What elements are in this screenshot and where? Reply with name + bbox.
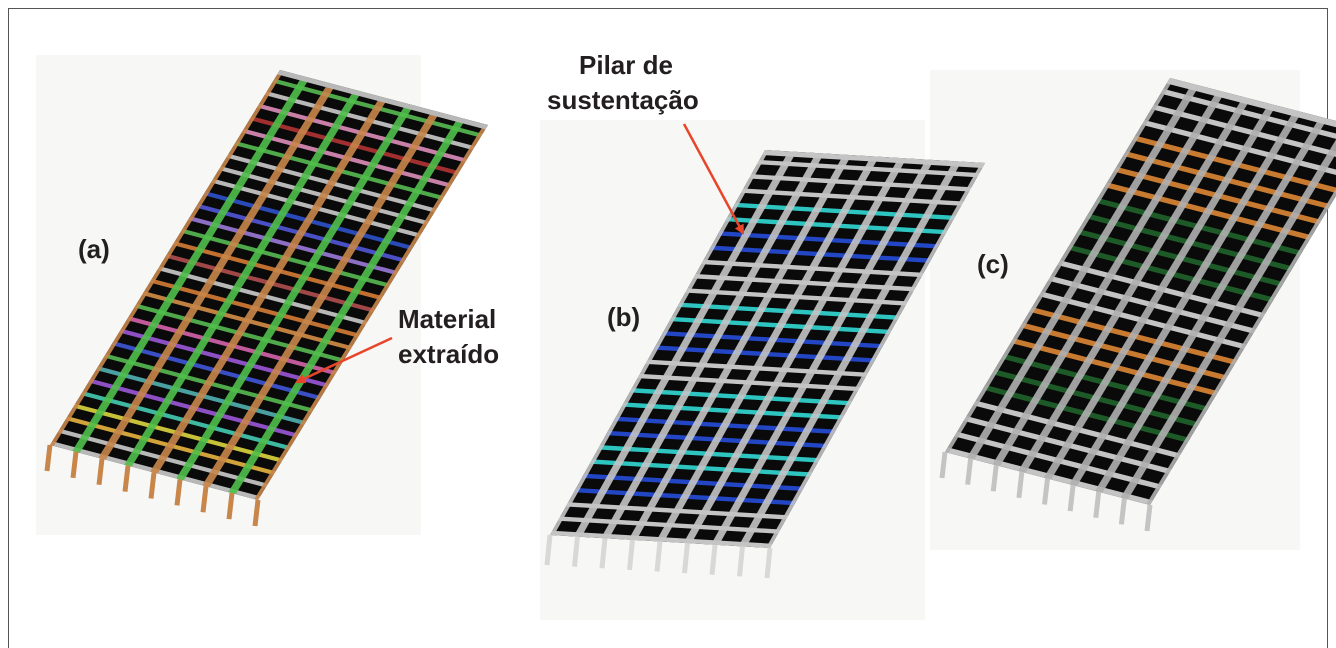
pilar-label-line1: Pilar de [579, 50, 673, 80]
material-label-line2: extraído [398, 339, 499, 369]
pillar-leg [630, 540, 633, 570]
pillar-leg [47, 445, 50, 471]
pillar-leg [1070, 485, 1073, 511]
pillar-leg [1096, 492, 1099, 518]
pillar-leg [575, 537, 578, 567]
pillar-leg [602, 538, 605, 568]
pillar-leg [1045, 479, 1048, 505]
pillar-leg [177, 479, 180, 505]
panel-b-label: (b) [607, 302, 640, 332]
pillar-leg [767, 548, 770, 578]
pillar-leg [993, 465, 996, 491]
pillar-leg [547, 535, 550, 565]
pillar-leg [685, 543, 688, 573]
pillar-leg [942, 452, 945, 478]
material-label-line1: Material [398, 304, 496, 334]
pillar-leg [1019, 472, 1022, 498]
pillar-leg [712, 545, 715, 575]
panel-c-label: (c) [977, 249, 1009, 279]
pillar-leg [1121, 498, 1124, 524]
pillar-leg [73, 452, 76, 478]
panel-a-label: (a) [78, 234, 110, 264]
pillar-leg [740, 546, 743, 576]
pillar-leg [229, 493, 232, 519]
pillar-leg [151, 473, 154, 499]
pillar-leg [99, 459, 102, 485]
pillar-leg [125, 466, 128, 492]
pillar-leg [968, 459, 971, 485]
pillar-leg [255, 500, 258, 526]
pilar-label-line2: sustentação [547, 85, 699, 115]
pillar-leg [657, 542, 660, 572]
pillar-leg [203, 486, 206, 512]
pillar-leg [1147, 505, 1150, 531]
